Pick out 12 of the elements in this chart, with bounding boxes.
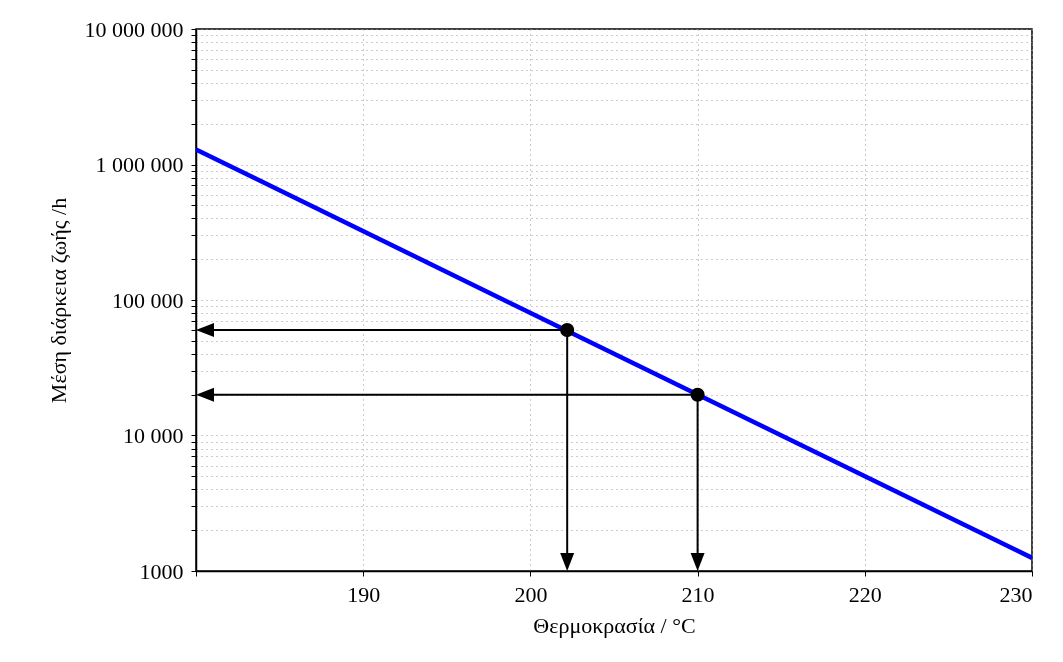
x-tick-label: 230 (999, 581, 1033, 607)
x-tick-label: 220 (848, 581, 882, 607)
x-tick-label: 210 (681, 581, 715, 607)
y-tick-label: 10 000 000 (84, 16, 184, 42)
x-axis-title: Θερμοκρασία / °C (533, 612, 696, 638)
x-tick-label: 190 (347, 581, 381, 607)
y-axis-title: Μέση διάρκεια ζωής /h (45, 197, 71, 404)
y-tick-label: 1 000 000 (95, 152, 184, 177)
y-tick-label: 1000 (139, 558, 184, 584)
x-tick-label: 200 (514, 581, 548, 607)
y-tick-label: 100 000 (112, 287, 184, 313)
y-tick-label: 10 000 (123, 423, 184, 448)
